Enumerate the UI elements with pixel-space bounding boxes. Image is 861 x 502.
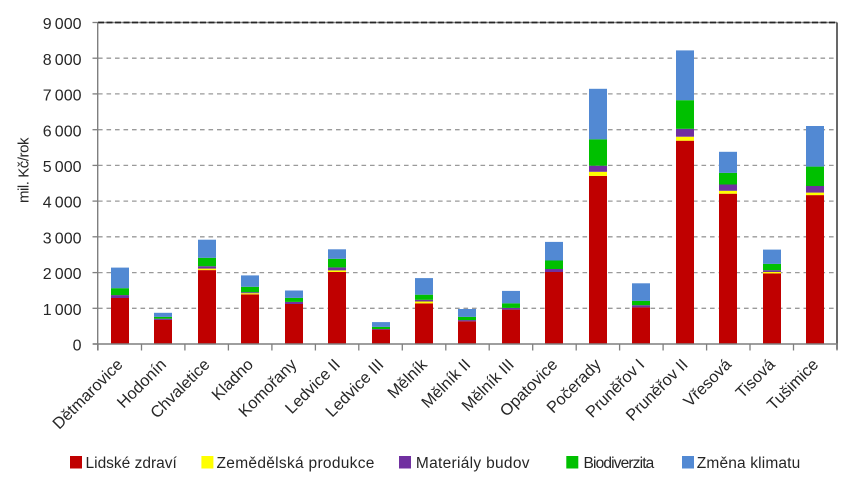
- svg-text:Lidské zdraví: Lidské zdraví: [86, 455, 178, 472]
- svg-text:3 000: 3 000: [43, 230, 82, 247]
- svg-text:5 000: 5 000: [43, 159, 82, 176]
- svg-text:1 000: 1 000: [43, 302, 82, 319]
- svg-text:Biodiverzita: Biodiverzita: [584, 455, 655, 472]
- svg-text:2 000: 2 000: [43, 266, 82, 283]
- svg-text:Změna klimatu: Změna klimatu: [697, 455, 801, 472]
- svg-text:8 000: 8 000: [43, 52, 82, 69]
- svg-text:0: 0: [73, 338, 82, 355]
- svg-text:Zemědělská produkce: Zemědělská produkce: [217, 455, 375, 472]
- svg-text:4 000: 4 000: [43, 195, 82, 212]
- svg-text:Materiály budov: Materiály budov: [416, 455, 530, 472]
- svg-text:6 000: 6 000: [43, 123, 82, 140]
- svg-text:mil. Kč/rok: mil. Kč/rok: [16, 137, 33, 203]
- svg-text:7 000: 7 000: [43, 88, 82, 105]
- svg-text:9 000: 9 000: [43, 16, 82, 33]
